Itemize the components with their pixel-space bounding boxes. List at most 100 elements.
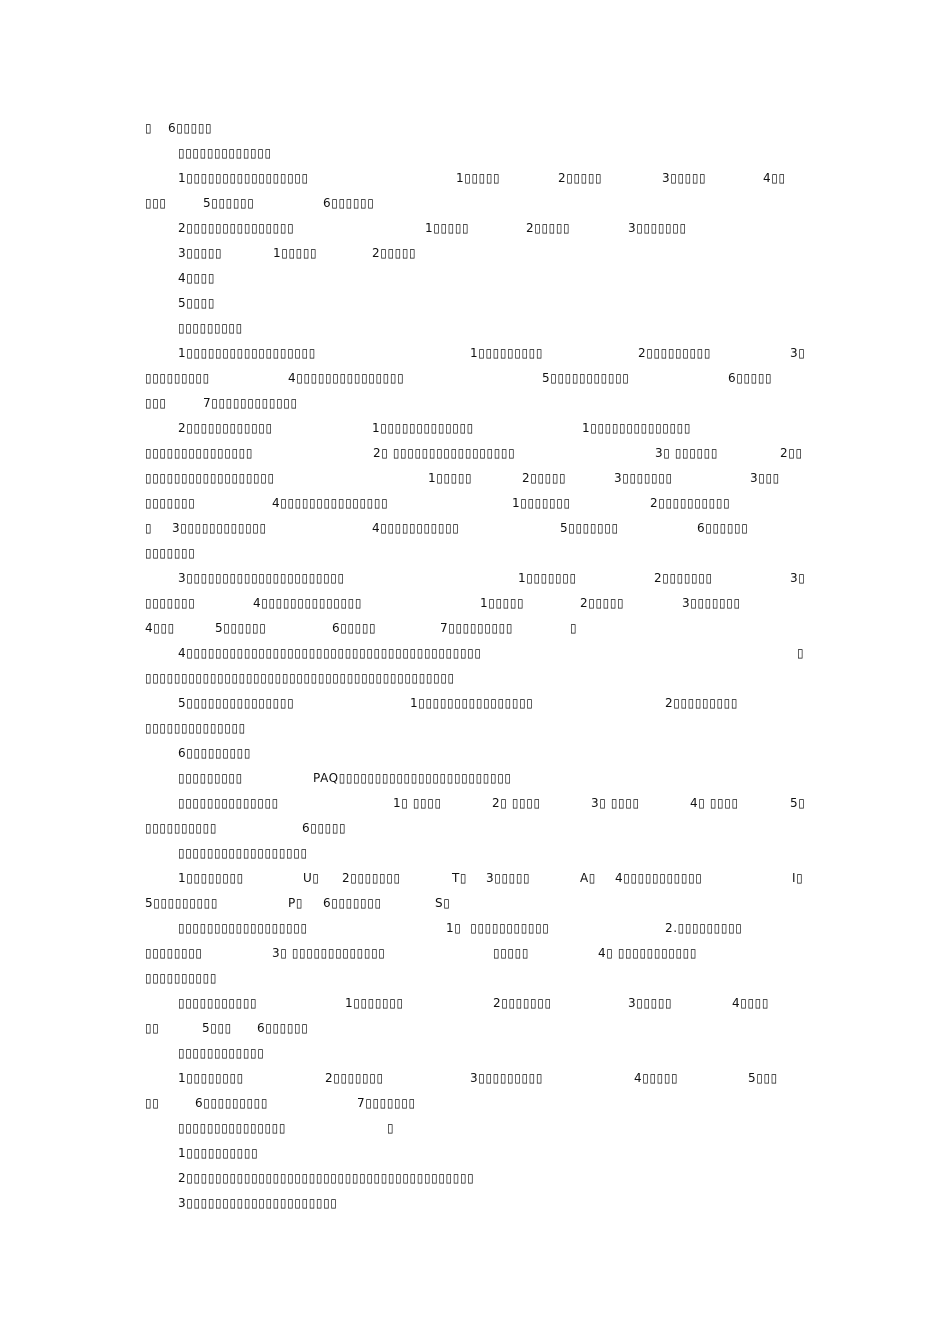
text-segment: 4▯▯▯▯▯▯▯▯▯▯▯▯▯▯ [253, 596, 363, 610]
text-segment: 6▯▯▯▯▯ [332, 621, 377, 635]
text-segment: 4▯▯ [763, 171, 786, 185]
text-segment: 6▯▯▯▯▯ [168, 121, 213, 135]
text-segment: 7▯▯▯▯▯▯▯▯▯▯▯▯ [203, 396, 298, 410]
text-segment: ▯▯▯▯▯▯▯▯▯▯▯ [178, 996, 258, 1010]
text-segment: 6▯▯▯▯▯▯ [697, 521, 749, 535]
text-segment: 6▯▯▯▯▯▯ [257, 1021, 309, 1035]
text-segment: 1▯▯▯▯▯▯▯▯▯▯▯▯▯▯▯▯▯ [178, 171, 309, 185]
text-segment: 4▯▯▯▯▯ [634, 1071, 679, 1085]
text-segment: 1▯▯▯▯▯▯▯ [518, 571, 577, 585]
text-segment: 2▯▯ [780, 446, 803, 460]
text-segment: 5▯▯▯▯▯▯ [203, 196, 255, 210]
text-segment: 6▯▯▯▯▯ [302, 821, 347, 835]
text-segment: A▯ [580, 871, 597, 885]
text-segment: ▯▯▯▯▯▯▯▯▯ [178, 321, 243, 335]
text-segment: ▯▯▯▯▯▯▯▯▯▯▯▯▯▯▯▯▯▯ [145, 471, 275, 485]
text-segment: ▯▯▯▯▯▯▯▯▯▯▯▯▯▯▯ [178, 1121, 287, 1135]
text-segment: ▯▯▯▯▯ [493, 946, 530, 960]
text-segment: 3▯ [790, 346, 806, 360]
text-segment: 1▯▯▯▯▯▯▯▯▯▯▯▯▯▯▯▯ [410, 696, 534, 710]
text-segment: 2▯▯▯▯▯▯▯▯▯▯▯▯ [178, 421, 273, 435]
text-segment: 1▯ ▯▯▯▯▯▯▯▯▯▯▯ [446, 921, 550, 935]
text-segment: 2▯▯▯▯▯ [580, 596, 625, 610]
text-segment: 3▯▯▯▯▯▯▯▯▯▯▯▯ [172, 521, 267, 535]
text-segment: ▯▯▯ [145, 196, 167, 210]
text-segment: 3▯ [790, 571, 806, 585]
text-segment: 1▯▯▯▯▯ [456, 171, 501, 185]
text-segment: S▯ [435, 896, 451, 910]
text-segment: 1▯▯▯▯▯ [273, 246, 318, 260]
text-segment: ▯▯▯▯▯▯▯▯ [145, 946, 203, 960]
text-segment: 2▯▯▯▯▯ [558, 171, 603, 185]
text-segment: ▯▯ [145, 1096, 160, 1110]
text-segment: ▯▯▯▯▯▯▯▯▯▯▯▯ [178, 1046, 265, 1060]
text-segment: 2▯ ▯▯▯▯ [492, 796, 541, 810]
text-segment: 1▯▯▯▯▯ [480, 596, 525, 610]
text-segment: ▯▯▯▯▯▯▯ [145, 496, 196, 510]
text-segment: ▯▯▯▯▯▯▯ [145, 596, 196, 610]
text-segment: 6▯▯▯▯▯▯▯ [323, 896, 382, 910]
text-segment: 5▯▯▯▯▯▯▯▯▯▯▯▯▯▯▯ [178, 696, 295, 710]
text-segment: 2▯▯▯▯▯▯▯▯▯ [638, 346, 712, 360]
text-segment: ▯▯▯▯▯▯▯▯▯▯▯▯▯▯▯▯▯▯ [178, 846, 308, 860]
text-segment: 1▯▯▯▯▯ [425, 221, 470, 235]
text-segment: 3▯▯▯▯▯▯▯ [628, 221, 687, 235]
text-segment: 2▯ ▯▯▯▯▯▯▯▯▯▯▯▯▯▯▯▯▯ [373, 446, 516, 460]
text-segment: 5▯▯▯▯▯▯▯ [560, 521, 619, 535]
text-segment: 4▯▯▯▯ [178, 271, 216, 285]
text-segment: 1▯▯▯▯▯▯▯▯ [178, 1071, 244, 1085]
text-segment: 1▯▯▯▯▯▯▯▯▯▯ [178, 1146, 259, 1160]
text-segment: 1▯▯▯▯▯▯▯▯▯▯▯▯▯▯ [582, 421, 692, 435]
text-segment: 3▯▯▯▯▯ [178, 246, 223, 260]
text-segment: ▯▯▯▯▯▯▯▯▯▯ [145, 821, 218, 835]
text-segment: 3▯▯▯▯▯ [486, 871, 531, 885]
text-segment: 2▯▯▯▯▯▯▯▯▯▯▯▯▯▯▯▯▯▯▯▯▯▯▯▯▯▯▯▯▯▯▯▯▯▯▯▯▯▯▯… [178, 1171, 475, 1185]
text-segment: 6▯▯▯▯▯ [728, 371, 773, 385]
text-segment: U▯ [303, 871, 320, 885]
text-segment: 1▯▯▯▯▯▯▯▯▯ [470, 346, 544, 360]
text-segment: 6▯▯▯▯▯▯▯▯▯ [178, 746, 252, 760]
text-segment: ▯▯▯ [145, 396, 167, 410]
text-segment: 4▯▯▯▯▯▯▯▯▯▯▯ [372, 521, 460, 535]
text-segment: 5▯▯▯ [202, 1021, 232, 1035]
text-segment: I▯ [792, 871, 804, 885]
text-segment: 4▯▯▯▯ [732, 996, 770, 1010]
text-segment: 1▯▯▯▯▯▯▯▯▯▯▯▯▯ [372, 421, 474, 435]
text-segment: 3▯▯▯▯▯▯▯▯▯▯▯▯▯▯▯▯▯▯▯▯▯ [178, 1196, 338, 1210]
text-segment: ▯▯▯▯▯▯▯ [145, 546, 196, 560]
text-segment: ▯ [570, 621, 578, 635]
text-segment: 7▯▯▯▯▯▯▯ [357, 1096, 416, 1110]
text-segment: P▯ [288, 896, 304, 910]
text-segment: 1▯ ▯▯▯▯ [393, 796, 442, 810]
text-segment: 3▯▯▯▯▯▯▯ [682, 596, 741, 610]
text-segment: 2▯▯▯▯▯▯▯▯▯▯ [650, 496, 731, 510]
text-segment: 2▯▯▯▯▯▯▯ [493, 996, 552, 1010]
text-segment: 2▯▯▯▯▯ [526, 221, 571, 235]
text-segment: 3▯ ▯▯▯▯▯▯ [655, 446, 719, 460]
text-segment: ▯▯▯▯▯▯▯▯▯ [178, 771, 243, 785]
text-segment: 6▯▯▯▯▯▯ [323, 196, 375, 210]
text-segment: 1▯▯▯▯▯▯▯ [345, 996, 404, 1010]
text-segment: 1▯▯▯▯▯▯▯▯▯▯▯▯▯▯▯▯▯▯ [178, 346, 316, 360]
text-segment: ▯▯▯▯▯▯▯▯▯▯▯▯▯ [178, 146, 272, 160]
text-segment: T▯ [452, 871, 468, 885]
text-segment: 2.▯▯▯▯▯▯▯▯▯ [665, 921, 743, 935]
text-segment: 3▯▯▯ [750, 471, 780, 485]
text-segment: 4▯▯▯▯▯▯▯▯▯▯▯▯▯▯▯ [272, 496, 389, 510]
text-segment: ▯▯▯▯▯▯▯▯▯▯▯▯▯▯▯ [145, 446, 254, 460]
text-segment: 1▯▯▯▯▯▯▯ [512, 496, 571, 510]
text-segment: ▯ [145, 121, 153, 135]
text-segment: 4▯▯▯▯▯▯▯▯▯▯▯ [615, 871, 703, 885]
text-segment: 4▯ ▯▯▯▯▯▯▯▯▯▯▯ [598, 946, 698, 960]
text-segment: 5▯▯▯ [748, 1071, 778, 1085]
text-segment: 3▯ ▯▯▯▯▯▯▯▯▯▯▯▯▯ [272, 946, 386, 960]
text-segment: 2▯▯▯▯▯▯▯ [654, 571, 713, 585]
text-segment: 1▯▯▯▯▯ [428, 471, 473, 485]
text-segment: ▯▯▯▯▯▯▯▯▯▯▯▯▯▯ [178, 796, 279, 810]
text-segment: 6▯▯▯▯▯▯▯▯▯ [195, 1096, 269, 1110]
text-segment: ▯▯▯▯▯▯▯▯▯▯ [145, 971, 218, 985]
text-segment: 3▯▯▯▯▯▯▯▯▯ [470, 1071, 544, 1085]
text-segment: 3▯▯▯▯▯▯▯▯▯▯▯▯▯▯▯▯▯▯▯▯▯▯ [178, 571, 345, 585]
text-segment: 4▯▯▯ [145, 621, 175, 635]
